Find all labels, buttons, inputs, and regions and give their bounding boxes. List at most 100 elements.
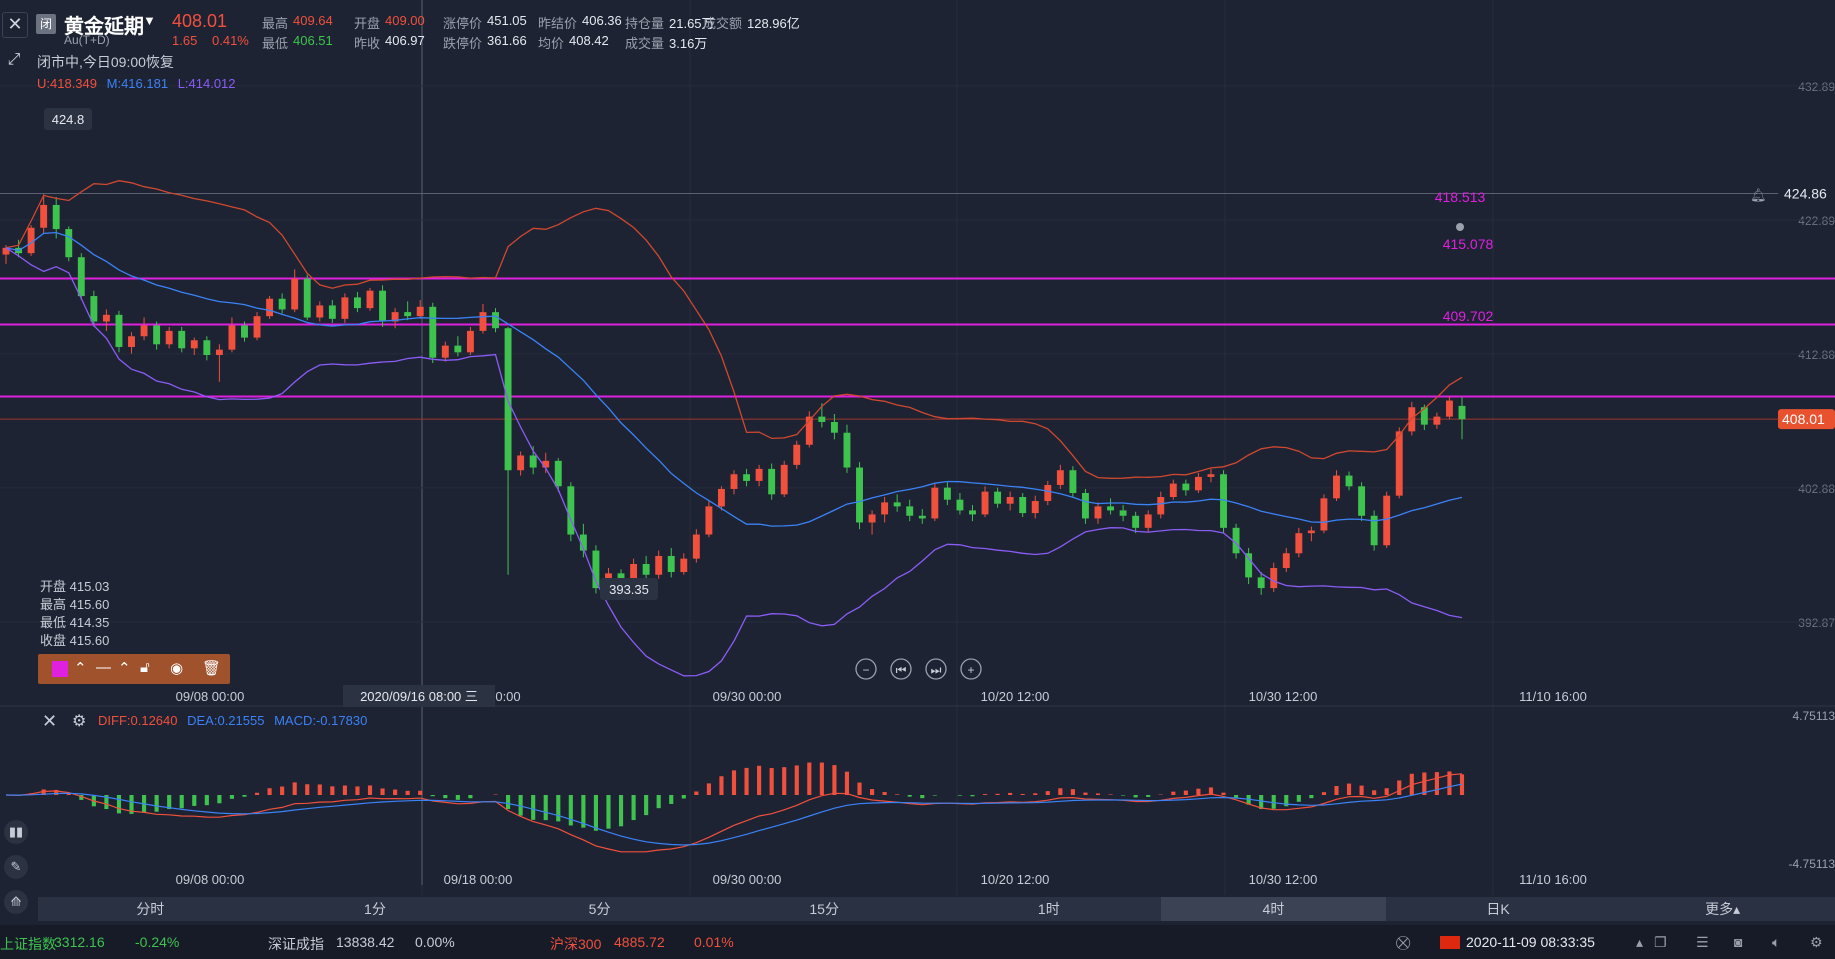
lock-icon[interactable]: 🔓︎ — [140, 659, 150, 676]
candle — [1220, 474, 1227, 528]
period-tab[interactable]: 4时 — [1161, 897, 1386, 921]
compare-icon[interactable]: ⟰ — [4, 890, 28, 914]
candle — [780, 464, 788, 495]
candle — [454, 345, 462, 353]
quote-value: 406.51 — [293, 33, 333, 48]
crosshair-time-bg — [343, 685, 495, 707]
macd-time-label: 09/18 00:00 — [444, 872, 513, 887]
draw-tool-icon[interactable]: ⤢ — [7, 51, 21, 68]
zoom-in-icon[interactable] — [960, 658, 982, 680]
camera-icon[interactable]: ◙ — [1734, 934, 1743, 950]
candle — [241, 325, 248, 338]
candle — [441, 345, 449, 358]
ohlc-tooltip: 开盘 415.03 最高 415.60 最低 414.35 收盘 415.60 — [40, 578, 109, 650]
macd-time-label: 09/30 00:00 — [713, 872, 782, 887]
candle — [1194, 476, 1202, 491]
low-price-label-bg — [600, 578, 658, 600]
candle — [542, 460, 550, 468]
zoom-out-icon[interactable] — [855, 658, 877, 680]
macd-dea: DEA:0.21555 — [187, 713, 265, 728]
candle — [140, 325, 148, 337]
first-icon[interactable] — [890, 658, 912, 680]
market-status-badge: 闭 — [36, 14, 56, 34]
chevron-down-icon[interactable]: ▼ — [143, 13, 156, 28]
pen-icon[interactable]: ✎ — [4, 855, 28, 879]
macd-time-label: 09/08 00:00 — [176, 872, 245, 887]
quote-label: 持仓量 — [625, 16, 665, 31]
candle — [881, 502, 889, 515]
chevron-up-icon[interactable]: ▴ — [1636, 934, 1644, 950]
candle — [918, 515, 926, 519]
last-icon[interactable] — [925, 658, 947, 680]
no-signal-icon[interactable]: ⛒ — [1396, 934, 1411, 950]
symbol-name[interactable]: 黄金延期 — [64, 16, 144, 38]
price-marker-top-bg — [1778, 183, 1835, 204]
period-tab[interactable]: 日K — [1486, 901, 1510, 917]
chevron-up-icon[interactable]: ⌃ — [74, 660, 87, 677]
candle — [1307, 530, 1315, 534]
candle — [128, 336, 135, 347]
color-swatch[interactable] — [52, 661, 68, 677]
close-icon[interactable]: ✕ — [42, 711, 58, 731]
index-name[interactable]: 深证成指 — [268, 936, 324, 952]
index-value: 4885.72 — [614, 934, 665, 950]
price-change: 1.65 — [172, 33, 198, 48]
candle — [215, 349, 223, 356]
bell-icon: 🔔︎ — [1750, 187, 1767, 202]
candle — [1094, 506, 1102, 519]
indicator-icon[interactable]: ▮▮ — [4, 820, 28, 844]
index-name[interactable]: 上证指数 — [0, 936, 56, 952]
trash-icon[interactable]: 🗑︎ — [202, 660, 222, 677]
quote-value: 409.64 — [293, 13, 333, 28]
menu-icon[interactable]: ☰ — [1696, 934, 1709, 950]
candle — [994, 491, 1002, 504]
eye-icon[interactable]: ◉ — [170, 660, 184, 677]
candle — [956, 499, 964, 511]
candle — [178, 330, 186, 349]
candle — [102, 314, 110, 322]
period-selector: 分时 1分 5分 15分 1时 4时 日K 更多▴ — [38, 897, 1835, 921]
index-change: -0.24% — [135, 934, 180, 950]
chevron-up-icon[interactable]: ⌃ — [118, 660, 131, 677]
symbol-code: Au(T+D) — [64, 33, 110, 47]
quote-value: 3.16万 — [669, 36, 708, 51]
quote-label: 成交量 — [625, 36, 665, 51]
candle — [2, 247, 10, 255]
line-label: 415.078 — [1443, 236, 1494, 252]
candle — [1157, 497, 1165, 515]
candle — [981, 491, 989, 515]
candle — [705, 506, 713, 535]
period-tab[interactable]: 1时 — [1037, 901, 1060, 917]
period-tab[interactable]: 分时 — [136, 901, 165, 917]
flag-cn-icon — [1440, 936, 1460, 949]
quote-label: 涨停价 — [443, 16, 483, 31]
drag-handle[interactable] — [1456, 223, 1464, 231]
datetime: 2020-11-09 08:33:35 — [1466, 934, 1595, 950]
high-price-label: 424.8 — [52, 112, 85, 127]
gear-icon[interactable]: ⚙ — [72, 713, 87, 730]
index-value: 3312.16 — [54, 934, 105, 950]
macd-axis-label: 4.75113 — [1793, 709, 1835, 723]
candle — [529, 455, 537, 468]
price-change-pct: 0.41% — [212, 33, 249, 48]
candle — [1245, 553, 1253, 578]
index-change: 0.00% — [415, 934, 455, 950]
period-tab[interactable]: 5分 — [588, 901, 611, 917]
candle — [1395, 431, 1403, 496]
period-tab[interactable]: 更多▴ — [1705, 901, 1741, 917]
line-style-icon[interactable]: — — [96, 659, 111, 676]
speaker-icon[interactable]: 🔈︎ — [1772, 934, 1781, 950]
candle — [969, 510, 976, 515]
candle — [805, 416, 813, 445]
candle — [1107, 506, 1115, 511]
boll-mid-value: M:416.181 — [106, 76, 169, 91]
close-icon[interactable]: ✕ — [2, 12, 28, 38]
period-tab[interactable]: 15分 — [809, 901, 839, 917]
index-name[interactable]: 沪深300 — [550, 936, 602, 952]
settings-icon[interactable]: ⚙ — [1810, 934, 1823, 950]
candle — [1333, 475, 1340, 499]
period-tab[interactable]: 1分 — [364, 901, 386, 917]
window-icon[interactable]: ❐ — [1654, 934, 1667, 950]
quote-label: 昨结价 — [538, 16, 578, 31]
